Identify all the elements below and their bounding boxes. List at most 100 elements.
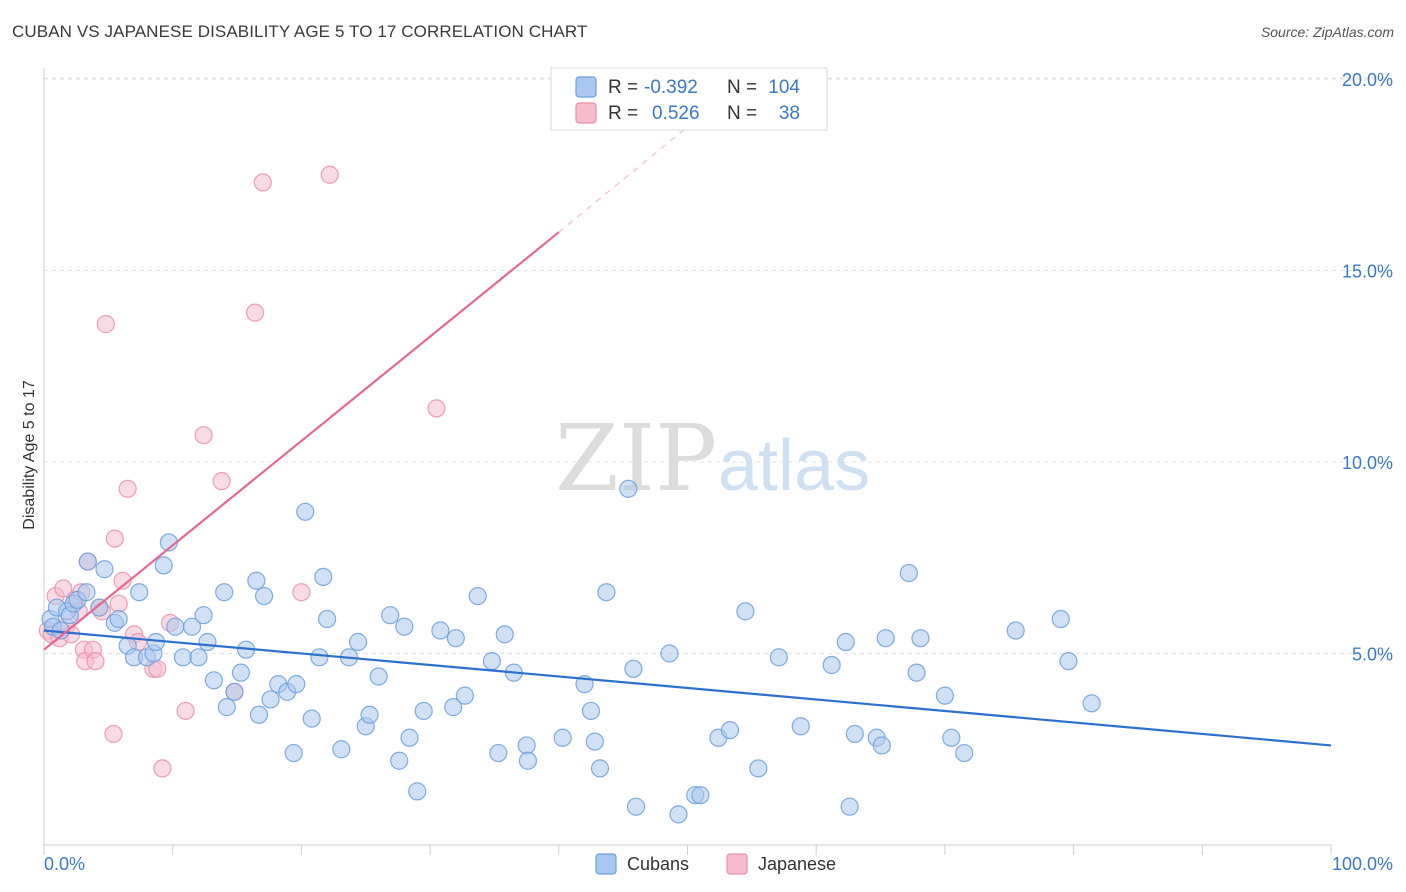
cubans-point <box>431 621 450 640</box>
source-credit: Source: ZipAtlas.com <box>1260 24 1394 40</box>
cubans-point <box>314 567 333 587</box>
cubans-point <box>154 556 173 575</box>
japanese-point <box>427 399 446 418</box>
cubans-point <box>1006 621 1025 640</box>
cubans-point <box>845 724 864 744</box>
cubans-point <box>95 560 114 579</box>
japanese-point <box>212 472 231 491</box>
japanese-point <box>153 759 172 778</box>
japanese-points <box>38 165 446 778</box>
cubans-point <box>585 732 604 751</box>
cubans-point <box>287 675 306 694</box>
cubans-point <box>749 759 768 778</box>
cubans-point <box>495 625 514 644</box>
cubans-point <box>261 690 280 709</box>
cubans-point <box>468 586 487 606</box>
japanese-point <box>113 571 132 590</box>
x-tick-label: 0.0% <box>44 854 85 874</box>
cubans-point <box>553 728 572 747</box>
y-tick-label: 5.0% <box>1352 645 1393 665</box>
cubans-point <box>624 659 643 678</box>
japanese-point <box>104 724 123 744</box>
cubans-point <box>822 655 841 675</box>
japanese-point <box>118 479 137 498</box>
cubans-point <box>194 606 213 625</box>
x-tick-labels: 0.0% 100.0% <box>44 854 1393 874</box>
cubans-point <box>626 797 646 816</box>
cubans-point <box>619 479 638 498</box>
cubans-point <box>310 648 329 667</box>
cubans-point <box>955 743 974 763</box>
cubans-point <box>414 701 433 721</box>
japanese-point <box>96 315 115 334</box>
cubans-point <box>302 709 321 728</box>
watermark-zip: ZIP <box>555 405 717 512</box>
japanese-point <box>109 594 128 613</box>
cubans-point <box>198 632 217 652</box>
cubans-point <box>318 609 337 629</box>
cubans-point <box>899 563 918 583</box>
cubans-point <box>130 583 149 602</box>
legend-top: R = -0.392 N = 104 R = 0.526 N = 38 <box>550 67 828 131</box>
cubans-point <box>840 797 859 816</box>
japanese-trend-line <box>43 231 560 651</box>
cubans-point <box>204 671 223 690</box>
cubans-point <box>215 583 234 602</box>
cubans-point <box>597 583 616 602</box>
legend-bottom-swatch-cubans <box>595 853 617 875</box>
watermark-atlas: atlas <box>718 426 870 506</box>
cubans-point <box>332 740 351 759</box>
legend-bottom-label-cubans: Cubans <box>627 854 689 874</box>
cubans-point <box>660 644 679 663</box>
cubans-point <box>254 586 274 606</box>
cubans-point <box>907 663 926 682</box>
cubans-point <box>381 606 400 625</box>
chart-title: CUBAN VS JAPANESE DISABILITY AGE 5 TO 17… <box>12 22 588 41</box>
cubans-trend-line <box>43 629 1332 747</box>
cubans-point <box>1082 694 1101 713</box>
cubans-point <box>736 602 755 621</box>
y-tick-label: 15.0% <box>1342 262 1393 282</box>
cubans-point <box>836 632 855 652</box>
legend-n-value-cubans: 104 <box>768 77 800 98</box>
cubans-point <box>911 629 930 648</box>
cubans-points <box>41 479 1101 824</box>
cubans-point <box>669 805 688 824</box>
legend-swatch-cubans <box>575 76 597 98</box>
cubans-point <box>284 743 303 763</box>
y-tick-label: 10.0% <box>1342 453 1393 473</box>
cubans-point <box>408 782 427 801</box>
cubans-point <box>225 682 244 701</box>
cubans-point <box>1051 609 1070 629</box>
cubans-point <box>489 743 508 763</box>
legend-bottom-swatch-japanese <box>726 853 748 875</box>
cubans-point <box>360 705 379 724</box>
legend-r-label-japanese: R = <box>608 103 638 124</box>
cubans-point <box>348 632 368 652</box>
japanese-point <box>105 529 124 548</box>
cubans-point <box>296 502 315 521</box>
legend-box <box>550 67 828 131</box>
cubans-point <box>247 571 266 590</box>
cubans-point <box>395 617 414 636</box>
japanese-point <box>54 579 73 598</box>
cubans-point <box>517 736 536 755</box>
cubans-point <box>518 751 538 770</box>
cubans-point <box>769 648 788 667</box>
japanese-point <box>292 583 311 602</box>
cubans-point <box>400 728 419 747</box>
japanese-point <box>253 173 272 192</box>
y-tick-label: 20.0% <box>1342 70 1393 90</box>
cubans-point <box>78 552 97 571</box>
cubans-point <box>189 648 208 667</box>
cubans-point <box>590 759 610 778</box>
cubans-point <box>444 698 463 717</box>
y-axis-label: Disability Age 5 to 17 <box>21 380 38 530</box>
cubans-point <box>390 751 409 770</box>
cubans-point <box>446 629 465 648</box>
axes <box>43 68 1332 855</box>
trend-lines <box>43 105 1332 747</box>
cubans-point <box>77 583 96 602</box>
legend-n-label-japanese: N = <box>727 103 757 124</box>
